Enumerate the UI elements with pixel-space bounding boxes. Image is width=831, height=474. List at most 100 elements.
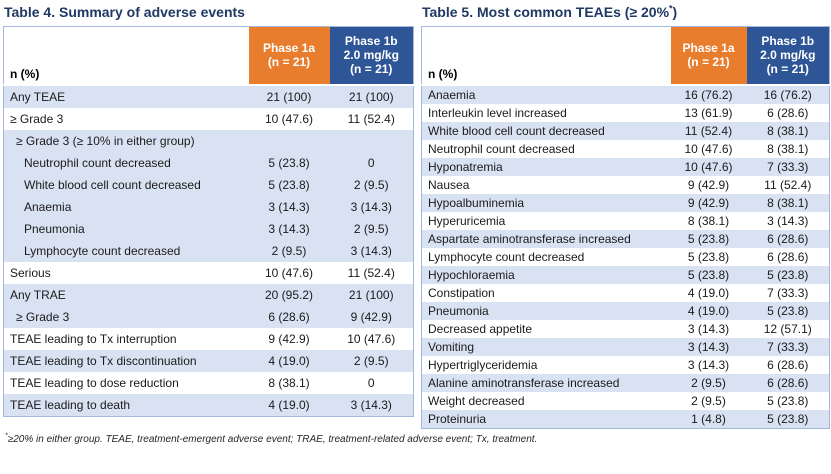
row-label: Proteinuria bbox=[428, 411, 487, 426]
phase1a-value: 4 (19.0) bbox=[687, 303, 730, 318]
row-label: Weight decreased bbox=[428, 393, 525, 408]
table-row: White blood cell count decreased 5 (23.8)… bbox=[3, 173, 414, 196]
row-label: TEAE leading to dose reduction bbox=[10, 375, 179, 390]
phase1b-value: 21 (100) bbox=[348, 89, 394, 104]
phase1a-value: 5 (23.8) bbox=[268, 155, 310, 170]
phase1a-line1: Phase 1a bbox=[682, 41, 735, 56]
phase1b-value: 6 (28.6) bbox=[767, 105, 809, 120]
table-row: Nausea 9 (42.9) 11 (52.4) bbox=[422, 176, 830, 194]
table-row: TEAE leading to death 4 (19.0) 3 (14.3) bbox=[3, 393, 414, 416]
table-5-header: n (%) Phase 1a (n = 21) Phase 1b 2.0 mg/… bbox=[421, 26, 830, 86]
footnote: *≥20% in either group. TEAE, treatment-e… bbox=[5, 432, 831, 446]
phase1b-value: 2 (9.5) bbox=[353, 177, 389, 192]
phase1b-line3: (n = 21) bbox=[766, 62, 809, 77]
table-row: ≥ Grade 3 6 (28.6) 9 (42.9) bbox=[3, 305, 414, 328]
table-row: Pneumonia 4 (19.0) 5 (23.8) bbox=[421, 301, 830, 320]
phase1a-value bbox=[249, 130, 330, 152]
phase1b-value: 8 (38.1) bbox=[767, 141, 809, 156]
phase1a-value: 9 (42.9) bbox=[268, 331, 310, 346]
row-label: Neutrophil count decreased bbox=[24, 155, 171, 170]
row-label: Alanine aminotransferase increased bbox=[428, 375, 620, 390]
table-row: Aspartate aminotransferase increased 5 (2… bbox=[421, 229, 830, 248]
phase1a-value: 10 (47.6) bbox=[264, 265, 314, 280]
phase1b-value: 6 (28.6) bbox=[767, 375, 809, 390]
phase1a-value: 13 (61.9) bbox=[684, 105, 733, 120]
table-5-header-row: n (%) Phase 1a (n = 21) Phase 1b 2.0 mg/… bbox=[421, 26, 830, 86]
table-4-col-header-phase1b: Phase 1b 2.0 mg/kg (n = 21) bbox=[329, 26, 414, 86]
row-label: Pneumonia bbox=[428, 303, 489, 318]
phase1a-value: 10 (47.6) bbox=[684, 159, 733, 174]
phase1a-value: 4 (19.0) bbox=[268, 397, 310, 412]
row-label: Hypoalbuminemia bbox=[428, 195, 525, 210]
phase1a-value: 5 (23.8) bbox=[687, 231, 730, 246]
phase1b-line1: Phase 1b bbox=[761, 34, 815, 49]
phase1a-value: 3 (14.3) bbox=[687, 321, 730, 336]
phase1b-value: 6 (28.6) bbox=[767, 249, 809, 264]
table-row: Anaemia 16 (76.2) 16 (76.2) bbox=[421, 84, 830, 104]
phase1b-value: 2 (9.5) bbox=[353, 221, 389, 236]
table-row: Lymphocyte count decreased 5 (23.8) 6 (28.… bbox=[422, 248, 830, 266]
table-row: Pneumonia 3 (14.3) 2 (9.5) bbox=[3, 217, 414, 240]
row-label: Hyponatremia bbox=[428, 159, 503, 174]
phase1b-value: 0 bbox=[367, 155, 375, 170]
table-4-col-header-n-pct: n (%) bbox=[3, 26, 249, 86]
phase1b-value: 8 (38.1) bbox=[767, 195, 809, 210]
phase1b-value: 11 (52.4) bbox=[764, 177, 812, 192]
phase1b-value: 6 (28.6) bbox=[767, 231, 809, 246]
table-5-title-sup: * bbox=[669, 3, 673, 14]
table-5-col-header-phase1b: Phase 1b 2.0 mg/kg (n = 21) bbox=[746, 26, 830, 86]
row-label: Hypertriglyceridemia bbox=[428, 357, 538, 372]
row-label: Neutrophil count decreased bbox=[428, 141, 575, 156]
footnote-text: ≥20% in either group. TEAE, treatment-em… bbox=[7, 433, 538, 445]
phase1b-value: 2 (9.5) bbox=[353, 353, 389, 368]
row-label: ≥ Grade 3 (≥ 10% in either group) bbox=[16, 133, 195, 148]
row-label: Nausea bbox=[428, 177, 470, 192]
table-4-body: Any TEAE 21 (100) 21 (100) ≥ Grade 3 10 (47.… bbox=[3, 84, 414, 416]
phase1b-value: 16 (76.2) bbox=[763, 87, 812, 102]
phase1b-value: 8 (38.1) bbox=[767, 123, 809, 138]
table-4-header: n (%) Phase 1a (n = 21) Phase 1b 2.0 mg/… bbox=[3, 26, 414, 86]
table-row: Neutrophil count decreased 5 (23.8) 0 bbox=[3, 151, 414, 174]
phase1a-value: 3 (14.3) bbox=[687, 357, 730, 372]
phase1b-value: 9 (42.9) bbox=[350, 309, 392, 324]
footnote-marker: * bbox=[5, 432, 8, 440]
phase1a-value: 9 (42.9) bbox=[687, 195, 730, 210]
phase1b-line2: 2.0 mg/kg bbox=[760, 48, 816, 63]
phase1a-value: 4 (19.0) bbox=[268, 353, 310, 368]
table-row: ≥ Grade 3 (≥ 10% in either group) bbox=[3, 129, 414, 152]
table-row: Hyperuricemia 8 (38.1) 3 (14.3) bbox=[422, 212, 830, 230]
row-label: Anaemia bbox=[428, 87, 476, 102]
row-label: Interleukin level increased bbox=[428, 105, 567, 120]
table-5-block: Table 5. Most common TEAEs (≥ 20%*) n (%… bbox=[421, 4, 830, 429]
phase1b-value: 3 (14.3) bbox=[350, 397, 392, 412]
table-row: Decreased appetite 3 (14.3) 12 (57.1) bbox=[422, 320, 830, 338]
table-row: Hypochloraemia 5 (23.8) 5 (23.8) bbox=[421, 265, 830, 284]
table-row: TEAE leading to dose reduction 8 (38.1) 0 bbox=[4, 372, 414, 394]
phase1a-value: 16 (76.2) bbox=[684, 87, 733, 102]
row-label: Any TRAE bbox=[10, 287, 66, 302]
table-row: Any TRAE 20 (95.2) 21 (100) bbox=[3, 283, 414, 306]
row-label: Aspartate aminotransferase increased bbox=[428, 231, 631, 246]
phase1a-line2: (n = 21) bbox=[687, 55, 730, 70]
phase1b-line3: (n = 21) bbox=[350, 62, 393, 77]
row-label: ≥ Grade 3 bbox=[16, 309, 70, 324]
phase1a-value: 5 (23.8) bbox=[687, 267, 730, 282]
row-label: TEAE leading to Tx interruption bbox=[10, 331, 177, 346]
phase1b-line1: Phase 1b bbox=[344, 34, 398, 49]
row-label: Constipation bbox=[428, 285, 495, 300]
table-4-header-row: n (%) Phase 1a (n = 21) Phase 1b 2.0 mg/… bbox=[3, 26, 414, 86]
phase1a-value: 4 (19.0) bbox=[687, 285, 730, 300]
phase1a-value: 1 (4.8) bbox=[691, 411, 726, 426]
table-row: ≥ Grade 3 10 (47.6) 11 (52.4) bbox=[4, 108, 414, 130]
row-label: Pneumonia bbox=[24, 221, 85, 236]
table-row: TEAE leading to Tx discontinuation 4 (19.… bbox=[3, 349, 414, 372]
row-label: Hypochloraemia bbox=[428, 267, 515, 282]
row-label: White blood cell count decreased bbox=[24, 177, 201, 192]
phase1a-value: 6 (28.6) bbox=[268, 309, 310, 324]
phase1b-value: 11 (52.4) bbox=[347, 265, 395, 280]
table-4-title-text: Table 4. Summary of adverse events bbox=[4, 4, 245, 20]
phase1b-value bbox=[330, 130, 414, 152]
phase1b-value: 7 (33.3) bbox=[767, 285, 809, 300]
phase1a-value: 11 (52.4) bbox=[684, 123, 733, 138]
